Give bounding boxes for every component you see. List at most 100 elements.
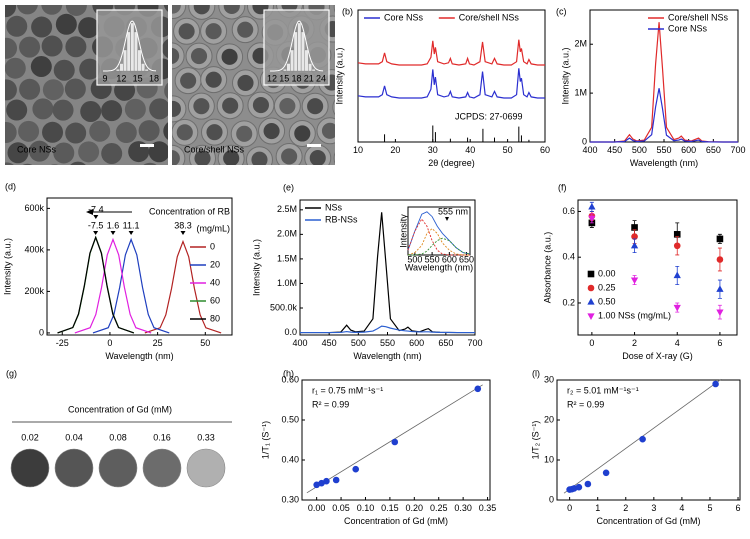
nanoparticle (172, 5, 181, 14)
marker (712, 380, 719, 388)
histogram-bar (141, 63, 145, 72)
legend-label: 60 (210, 295, 220, 305)
histogram-bar (297, 22, 302, 72)
marker (584, 480, 592, 488)
nanoparticle (64, 78, 86, 100)
nanoparticle (42, 79, 64, 101)
y-tick-label: 0.6 (562, 206, 575, 216)
y-axis-label: 1/T₁ (S⁻¹) (260, 421, 270, 459)
nanoparticle (252, 97, 269, 114)
nanoparticle (178, 23, 195, 40)
plot-frame (577, 199, 738, 336)
nanoparticle (115, 122, 137, 144)
nanoparticle (7, 142, 29, 164)
y-tick-label: 0.2 (562, 297, 575, 307)
y-tick-label: 0.50 (281, 414, 299, 424)
nanoparticle (89, 120, 111, 142)
concentration-label: 0.33 (197, 432, 215, 442)
marker (352, 465, 360, 473)
legend-label: Core NSs (384, 12, 424, 22)
x-tick-label: 500 (407, 255, 422, 265)
x-tick-label: 4 (675, 338, 680, 348)
x-tick-label: 650 (459, 255, 474, 265)
peak-label: -7.4 (88, 204, 104, 214)
nanoparticle (101, 100, 123, 122)
histogram-bar (137, 49, 142, 72)
y-tick-label: 0.0 (284, 327, 297, 337)
panel-label: (f) (558, 182, 567, 192)
nanoparticle (70, 161, 86, 165)
concentration-label: 0.16 (153, 432, 171, 442)
x-tick-label: 400 (292, 338, 307, 348)
legend-label: 20 (210, 259, 220, 269)
legend-marker (587, 313, 595, 320)
panel-label: (d) (5, 181, 16, 191)
annotation: r₁ = 0.75 mM⁻¹s⁻¹ (312, 385, 383, 395)
marker (602, 469, 610, 477)
histogram-tick-label: 12 (267, 73, 277, 83)
x-axis-label: Wavelength (nm) (630, 158, 698, 168)
panel-label: (h) (283, 368, 294, 378)
marker (673, 271, 681, 279)
nanoparticle (205, 71, 222, 88)
marker (630, 277, 639, 285)
y-tick-label: 400k (24, 244, 44, 254)
x-tick-label: 6 (717, 338, 722, 348)
histogram-bar (119, 63, 124, 72)
histogram-bar (123, 49, 127, 72)
nanoparticle (163, 5, 168, 12)
legend-label: 0.25 (598, 282, 616, 292)
x-tick-label: 1 (595, 503, 600, 513)
x-tick-label: 25 (153, 338, 163, 348)
nanoparticle (65, 122, 87, 144)
series-line (407, 218, 470, 256)
marker (673, 242, 681, 250)
y-tick-label: 2.5M (277, 204, 297, 214)
marker (716, 256, 724, 263)
histogram-bar (301, 31, 305, 72)
annotation: r₂ = 5.01 mM⁻¹s⁻¹ (567, 385, 639, 395)
nanoparticle (89, 165, 110, 186)
histogram-fit (269, 20, 324, 72)
nanoparticle-shell (333, 5, 335, 13)
x-tick-label: 0 (107, 338, 112, 348)
x-tick-label: 50 (503, 145, 513, 155)
legend-label: 1.00 NSs (mg/mL) (598, 310, 671, 320)
x-tick-label: 0 (567, 503, 572, 513)
nanoparticle (193, 5, 210, 15)
nanoparticle (6, 99, 28, 121)
x-tick-label: 700 (730, 145, 745, 155)
x-tick-label: 600 (409, 338, 424, 348)
y-tick-label: 2M (574, 39, 587, 49)
nanoparticle (176, 124, 193, 141)
nanoparticle (193, 98, 210, 115)
peak-label: -7.5 (88, 220, 104, 230)
histogram-fit (102, 20, 157, 72)
marker (639, 435, 646, 443)
x-tick-label: 3 (651, 503, 656, 513)
phantom-well (54, 448, 94, 488)
annotation: R² = 0.99 (567, 399, 604, 409)
reference-label: JCPDS: 27-0699 (455, 111, 523, 121)
marker (474, 385, 482, 393)
phantom-well (142, 448, 182, 488)
legend-label: Core/shell NSs (459, 12, 520, 22)
nanoparticle (251, 151, 268, 165)
marker (391, 438, 399, 446)
nanoparticle (65, 5, 87, 16)
legend-label: 0 (210, 241, 215, 251)
nanoparticle (223, 150, 240, 165)
nanoparticle (101, 143, 123, 165)
x-axis-label: Concentration of Gd (mM) (344, 516, 448, 526)
histogram-bar (116, 69, 120, 72)
nanoparticle (206, 124, 223, 141)
legend-label: 80 (210, 313, 220, 323)
annotation-marker (445, 217, 449, 221)
nanoparticle (19, 36, 41, 58)
plot-frame (407, 206, 471, 256)
series-line (300, 325, 475, 334)
x-tick-label: -25 (56, 338, 69, 348)
x-tick-label: 10 (353, 145, 363, 155)
nanoparticle (42, 121, 64, 143)
